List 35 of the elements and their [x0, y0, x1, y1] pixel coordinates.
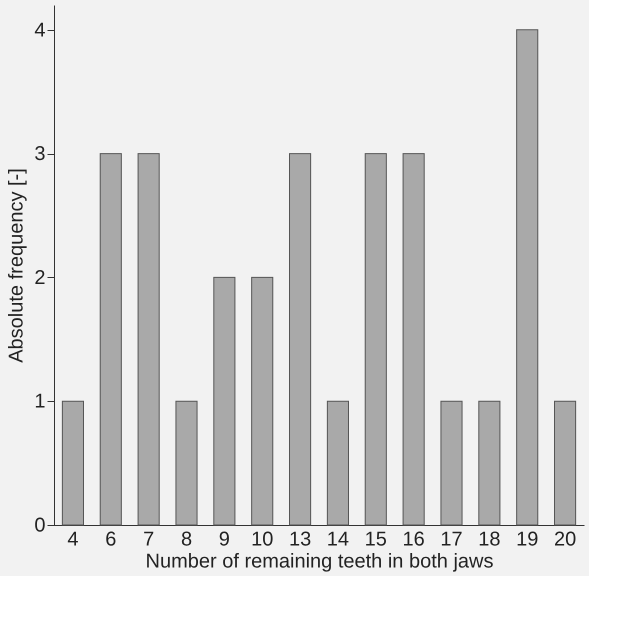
x-tick-label: 13 — [288, 528, 312, 550]
x-tick-label: 17 — [440, 528, 463, 550]
x-tick-label: 6 — [105, 528, 116, 550]
y-axis-title: Absolute frequency [-] — [5, 168, 28, 363]
x-tick-label: 4 — [67, 528, 78, 550]
x-tick-label: 10 — [251, 528, 274, 550]
y-tick-label: 3 — [34, 143, 46, 166]
x-tick-label: 16 — [402, 528, 425, 550]
bar — [402, 153, 425, 526]
bar — [478, 400, 500, 526]
x-tick-label: 14 — [326, 528, 350, 550]
bar — [175, 400, 198, 526]
bar — [213, 276, 236, 526]
bar — [138, 153, 160, 526]
bar — [62, 400, 84, 526]
bar — [100, 153, 122, 526]
bar — [554, 400, 576, 526]
y-tick-label: 0 — [34, 514, 46, 536]
x-tick-label: 15 — [364, 528, 387, 550]
x-tick-label: 18 — [478, 528, 500, 550]
y-tick-label: 1 — [34, 390, 46, 413]
bar — [516, 29, 538, 526]
bar — [251, 276, 274, 526]
bar — [364, 153, 387, 526]
bar — [440, 400, 463, 526]
x-tick-label: 20 — [554, 528, 576, 550]
x-tick-label: 9 — [218, 528, 230, 550]
y-tick-label: 4 — [34, 19, 46, 42]
x-tick-label: 8 — [180, 528, 192, 550]
x-tick-label: 7 — [143, 528, 154, 550]
y-tick-label: 2 — [34, 266, 46, 289]
x-tick-label: 19 — [516, 528, 538, 550]
x-axis-title: Number of remaining teeth in both jaws — [146, 550, 494, 572]
bar — [326, 400, 349, 526]
bar — [289, 153, 312, 526]
